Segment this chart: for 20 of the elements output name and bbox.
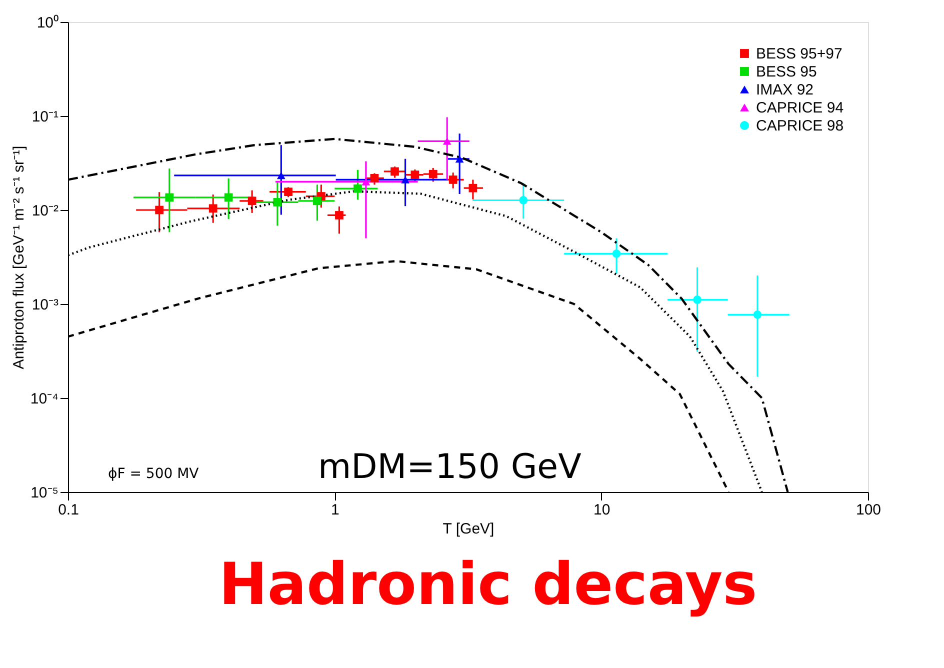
- y-tick-label: 10⁻⁴: [30, 390, 58, 408]
- x-tick-label: 0.1: [58, 502, 79, 518]
- legend-label: CAPRICE 94: [756, 100, 844, 116]
- y-tick-label: 10⁻²: [32, 202, 58, 220]
- x-tick-label: 10: [593, 502, 610, 518]
- x-tick-label: 100: [856, 502, 882, 518]
- y-tick-label: 10⁰: [36, 14, 58, 32]
- annotation: mDM=150 GeV: [318, 447, 582, 487]
- legend-label: BESS 95: [756, 64, 817, 80]
- text: Hadronic decays: [218, 550, 758, 618]
- legend-label: IMAX 92: [756, 82, 814, 98]
- legend-label: CAPRICE 98: [756, 118, 844, 134]
- y-tick-label: 10⁻³: [32, 296, 58, 314]
- y-tick-label: 10⁻⁵: [30, 484, 58, 502]
- y-tick-label: 10⁻¹: [32, 108, 58, 126]
- y-axis-title: Antiproton flux [GeV⁻¹ m⁻² s⁻¹ sr⁻¹]: [10, 146, 28, 370]
- legend-label: BESS 95+97: [756, 46, 842, 62]
- annotation: ϕF = 500 MV: [108, 466, 200, 482]
- x-axis-title: T [GeV]: [442, 520, 494, 538]
- x-tick-label: 1: [330, 502, 340, 518]
